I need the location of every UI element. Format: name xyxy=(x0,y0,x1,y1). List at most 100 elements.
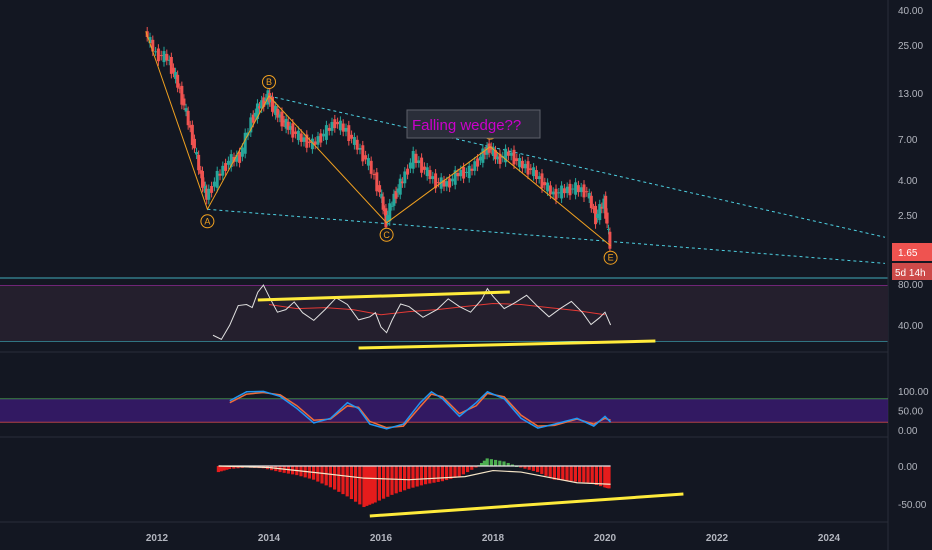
price-candle xyxy=(481,148,485,163)
time-axis[interactable]: 2012 2014 2016 2018 2020 2022 2024 xyxy=(146,533,841,544)
price-candle xyxy=(456,173,460,177)
price-candle xyxy=(218,173,222,176)
wave-point-marker xyxy=(603,250,618,265)
macd-histogram-bar xyxy=(506,462,510,466)
price-candle xyxy=(358,148,362,150)
price-candle xyxy=(436,182,440,184)
price-candle xyxy=(324,125,328,140)
macd-histogram-bar xyxy=(569,466,573,482)
price-candle xyxy=(184,108,188,112)
macd-histogram-bar xyxy=(540,466,544,474)
macd-tick-label: 0.00 xyxy=(898,462,918,473)
annotation-box[interactable]: Falling wedge?? xyxy=(406,109,541,139)
macd-histogram-bar xyxy=(548,466,552,478)
stochastic-pane[interactable] xyxy=(0,390,888,430)
price-candle xyxy=(361,145,365,162)
price-candle xyxy=(605,212,609,224)
price-candle xyxy=(483,151,487,155)
macd-histogram-bar xyxy=(544,466,548,476)
price-candle xyxy=(392,193,396,206)
price-candle xyxy=(450,178,454,182)
wave-point-b: B xyxy=(262,75,276,90)
price-candle xyxy=(268,93,272,103)
macd-pane[interactable] xyxy=(216,458,684,518)
macd-histogram-bar xyxy=(445,466,449,481)
macd-histogram-bar xyxy=(527,466,531,470)
macd-histogram-bar xyxy=(594,466,598,485)
price-pane[interactable]: ABCDE xyxy=(145,26,886,265)
price-candle xyxy=(350,134,354,139)
price-candle xyxy=(201,170,204,188)
price-candle xyxy=(431,176,435,180)
macd-histogram-bar xyxy=(386,466,390,497)
price-candle xyxy=(390,205,394,207)
price-candle xyxy=(417,160,421,164)
price-candle xyxy=(264,98,268,101)
price-candle xyxy=(509,152,513,156)
price-candle xyxy=(579,187,583,193)
price-candle xyxy=(344,127,348,132)
price-candle xyxy=(274,106,278,116)
macd-histogram-bar xyxy=(599,466,603,487)
macd-histogram-bar xyxy=(349,466,353,500)
macd-histogram-bar xyxy=(415,466,419,487)
price-axis[interactable]: 40.00 25.00 13.00 7.00 4.00 2.50 80.00 40.00 100… xyxy=(898,6,929,511)
macd-histogram-bar xyxy=(377,466,381,501)
macd-histogram-bar xyxy=(358,466,362,505)
year-tick-label: 2016 xyxy=(370,533,393,544)
price-candle xyxy=(319,133,323,143)
macd-histogram-bar xyxy=(489,459,493,466)
price-candle xyxy=(255,103,259,120)
price-candle xyxy=(596,213,600,219)
price-candle xyxy=(512,149,516,165)
wave-point-marker xyxy=(262,75,276,90)
price-candle xyxy=(543,182,547,186)
macd-histogram-bar xyxy=(390,466,394,495)
price-candle xyxy=(396,188,400,193)
macd-histogram-bar xyxy=(432,466,436,483)
price-candle xyxy=(221,165,225,176)
price-candle xyxy=(388,203,392,222)
macd-histogram-bar xyxy=(480,462,484,466)
price-candle xyxy=(294,131,298,134)
price-candle xyxy=(174,72,178,79)
year-tick-label: 2020 xyxy=(594,533,617,544)
price-candle xyxy=(540,173,544,189)
price-candle xyxy=(249,117,253,133)
price-candle xyxy=(262,97,266,107)
wave-point-label: E xyxy=(608,253,614,263)
price-candle xyxy=(467,165,471,179)
last-price-badge: 1.65 5d 14h xyxy=(892,243,932,280)
stoch-k-line xyxy=(229,390,612,430)
price-candle xyxy=(576,185,580,193)
macd-histogram-bar xyxy=(582,466,586,483)
price-candle xyxy=(585,191,589,193)
price-candle xyxy=(240,147,244,157)
price-candle xyxy=(165,53,169,61)
price-candle xyxy=(487,143,491,153)
macd-histogram-bar xyxy=(341,466,345,495)
price-candle xyxy=(587,193,591,199)
price-candle xyxy=(299,133,303,142)
annotation-frame xyxy=(406,109,541,139)
price-candle xyxy=(186,110,190,126)
price-candle xyxy=(428,170,432,180)
price-candle xyxy=(253,112,257,117)
price-tick-label: 40.00 xyxy=(898,6,923,17)
price-candle xyxy=(199,170,203,174)
price-candle xyxy=(607,228,610,230)
rsi-pane[interactable] xyxy=(0,284,888,350)
price-candle xyxy=(608,231,612,249)
price-candle xyxy=(518,158,522,168)
price-candle xyxy=(464,171,468,173)
price-candle xyxy=(195,152,199,155)
wave-point-a: A xyxy=(200,214,215,229)
macd-histogram-bar xyxy=(498,460,502,466)
wave-point-label: C xyxy=(383,230,390,240)
price-candle xyxy=(406,168,410,175)
price-candle xyxy=(352,137,356,145)
price-candle xyxy=(557,192,561,194)
price-candle xyxy=(322,133,326,137)
macd-histogram-bar xyxy=(586,466,590,483)
